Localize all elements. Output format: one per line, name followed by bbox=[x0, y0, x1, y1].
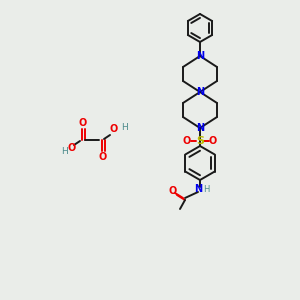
Text: N: N bbox=[196, 51, 204, 61]
Text: H: H bbox=[121, 124, 128, 133]
Text: N: N bbox=[196, 123, 204, 133]
Text: O: O bbox=[79, 118, 87, 128]
Text: N: N bbox=[196, 87, 204, 97]
Text: O: O bbox=[68, 143, 76, 153]
Text: O: O bbox=[110, 124, 118, 134]
Text: H: H bbox=[203, 185, 209, 194]
Text: S: S bbox=[196, 136, 204, 146]
Text: O: O bbox=[209, 136, 217, 146]
Text: H: H bbox=[61, 146, 68, 155]
Text: O: O bbox=[99, 152, 107, 162]
Text: O: O bbox=[183, 136, 191, 146]
Text: N: N bbox=[194, 184, 202, 194]
Text: O: O bbox=[169, 186, 177, 196]
